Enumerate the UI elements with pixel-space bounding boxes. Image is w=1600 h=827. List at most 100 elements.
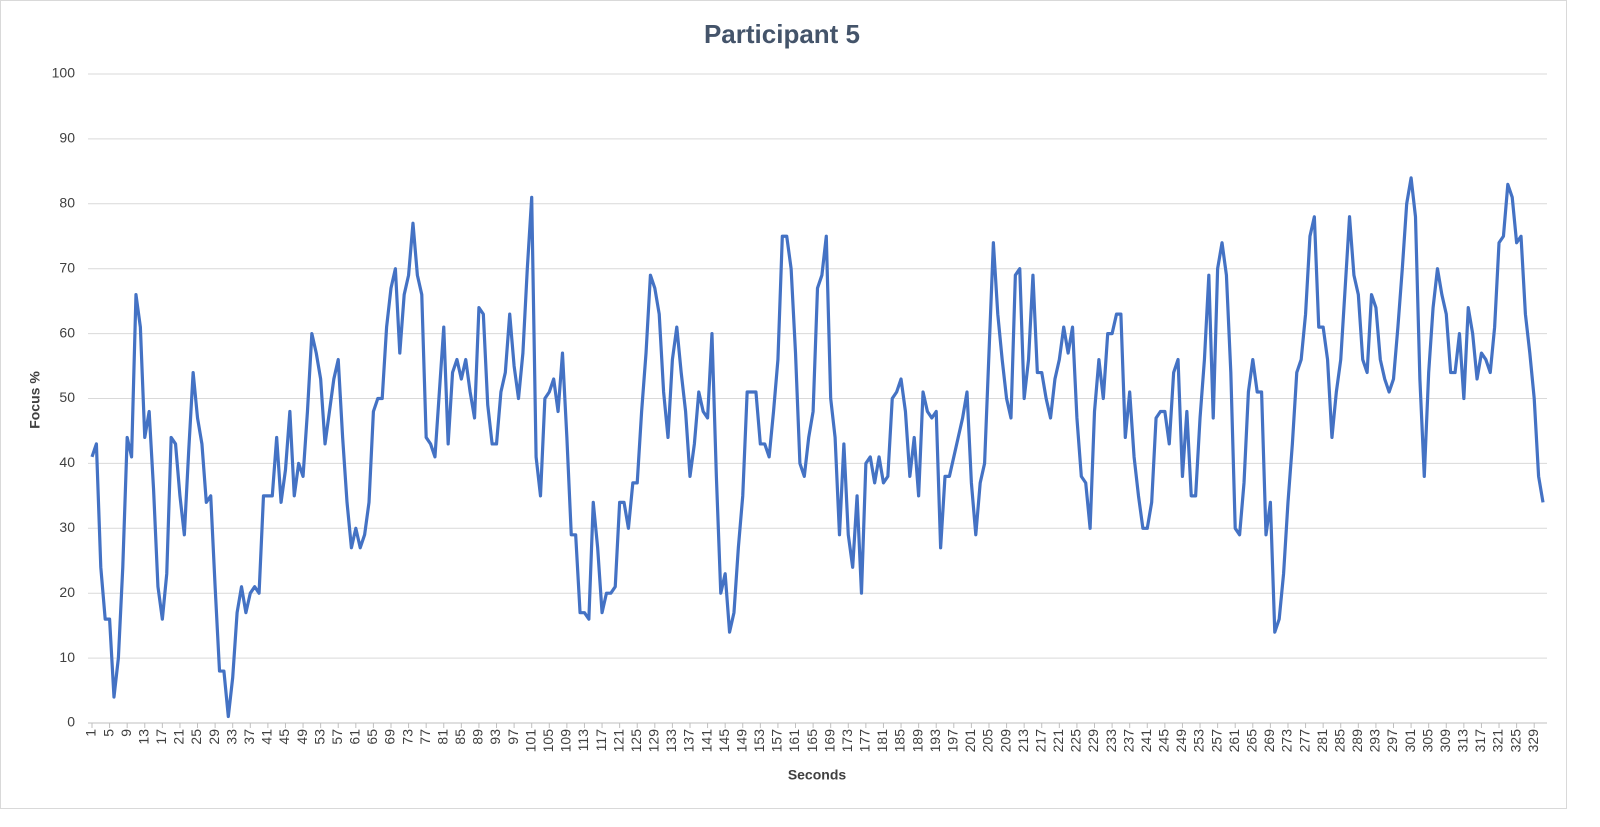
x-tick-label: 157 [769,729,785,753]
x-tick-label: 197 [945,729,961,753]
x-tick-label: 193 [927,729,943,753]
x-tick-label: 253 [1191,729,1207,753]
x-tick-label: 5 [100,729,116,737]
x-tick-label: 289 [1349,729,1365,753]
y-tick-label: 70 [59,259,75,275]
x-tick-label: 317 [1472,729,1488,753]
x-tick-label: 85 [452,729,468,745]
x-tick-label: 93 [487,729,503,745]
x-tick-label: 53 [311,729,327,745]
x-tick-label: 237 [1120,729,1136,753]
x-tick-label: 161 [786,729,802,753]
x-tick-label: 121 [610,729,626,753]
x-tick-label: 169 [821,729,837,753]
x-tick-label: 209 [997,729,1013,753]
x-tick-label: 73 [399,729,415,745]
x-tick-label: 241 [1138,729,1154,753]
y-tick-label: 50 [59,389,75,405]
x-tick-label: 21 [171,729,187,745]
x-tick-label: 29 [206,729,222,745]
x-tick-label: 45 [276,729,292,745]
x-tick-label: 293 [1367,729,1383,753]
x-tick-label: 309 [1437,729,1453,753]
x-axis-title: Seconds [788,767,847,783]
x-tick-label: 149 [733,729,749,753]
x-tick-label: 281 [1314,729,1330,753]
x-tick-label: 217 [1032,729,1048,753]
x-tick-label: 313 [1455,729,1471,753]
x-tick-label: 325 [1507,729,1523,753]
x-tick-label: 233 [1103,729,1119,753]
x-tick-label: 89 [470,729,486,745]
x-tick-label: 77 [417,729,433,745]
y-tick-label: 90 [59,130,75,146]
chart-title: Participant 5 [704,19,860,49]
x-tick-label: 137 [681,729,697,753]
x-tick-label: 109 [558,729,574,753]
x-tick-label: 105 [540,729,556,753]
x-tick-label: 265 [1244,729,1260,753]
x-tick-label: 205 [980,729,996,753]
x-tick-label: 37 [241,729,257,745]
x-tick-label: 297 [1384,729,1400,753]
x-tick-label: 101 [522,729,538,753]
x-tick-label: 245 [1156,729,1172,753]
x-tick-label: 165 [804,729,820,753]
y-tick-label: 10 [59,649,75,665]
x-tick-label: 141 [698,729,714,753]
x-tick-label: 257 [1208,729,1224,753]
x-tick-label: 57 [329,729,345,745]
x-tick-label: 1 [83,729,99,737]
x-tick-label: 41 [259,729,275,745]
x-tick-label: 153 [751,729,767,753]
x-tick-label: 189 [909,729,925,753]
x-tick-label: 329 [1525,729,1541,753]
x-tick-label: 61 [347,729,363,745]
y-tick-label: 0 [67,714,75,730]
y-tick-label: 100 [52,65,76,81]
x-tick-label: 273 [1279,729,1295,753]
x-tick-label: 321 [1490,729,1506,753]
x-tick-label: 261 [1226,729,1242,753]
x-tick-label: 65 [364,729,380,745]
x-tick-label: 97 [505,729,521,745]
x-tick-label: 305 [1419,729,1435,753]
x-tick-label: 13 [135,729,151,745]
x-tick-label: 81 [434,729,450,745]
x-tick-label: 285 [1331,729,1347,753]
y-tick-label: 30 [59,519,75,535]
x-tick-label: 221 [1050,729,1066,753]
x-tick-label: 201 [962,729,978,753]
x-tick-label: 69 [382,729,398,745]
x-tick-label: 229 [1085,729,1101,753]
x-tick-label: 9 [118,729,134,737]
data-line [90,176,1545,719]
y-tick-label: 60 [59,324,75,340]
x-tick-label: 269 [1261,729,1277,753]
y-tick-label: 20 [59,584,75,600]
x-tick-label: 49 [294,729,310,745]
x-tick-label: 277 [1296,729,1312,753]
x-tick-label: 213 [1015,729,1031,753]
x-tick-label: 185 [892,729,908,753]
chart-border [0,0,1567,809]
x-tick-label: 117 [593,729,609,752]
y-tick-label: 80 [59,195,75,211]
x-tick-label: 181 [874,729,890,753]
y-axis-title: Focus % [27,371,43,429]
x-tick-label: 17 [153,729,169,745]
x-tick-label: 225 [1068,729,1084,753]
x-tick-label: 173 [839,729,855,753]
y-tick-label: 40 [59,454,75,470]
x-tick-label: 113 [575,729,591,752]
x-tick-label: 125 [628,729,644,753]
x-tick-label: 249 [1173,729,1189,753]
x-tick-label: 301 [1402,729,1418,753]
x-tick-label: 129 [646,729,662,753]
x-tick-label: 25 [188,729,204,745]
x-tick-label: 145 [716,729,732,753]
x-tick-label: 133 [663,729,679,753]
x-tick-label: 177 [857,729,873,753]
